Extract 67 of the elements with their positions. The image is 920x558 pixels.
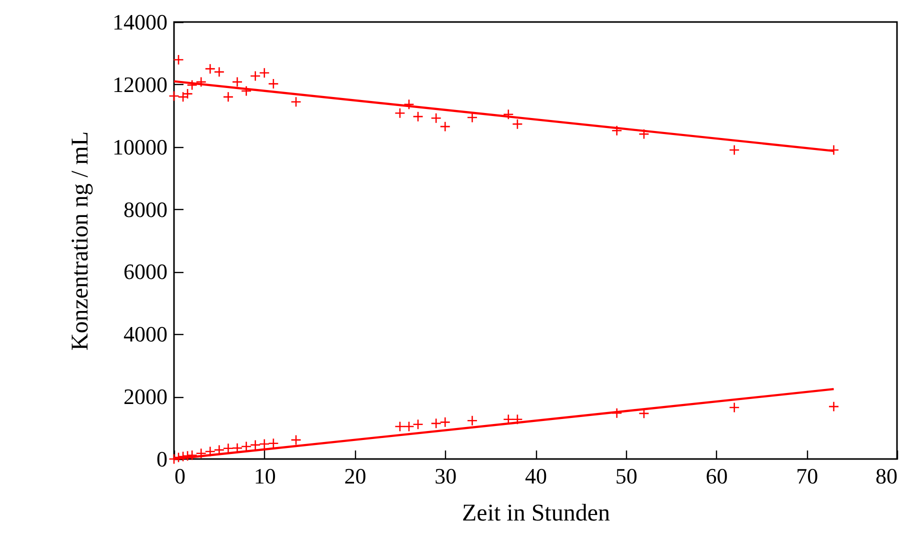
y-tick-label: 4000 [124,322,168,347]
point [182,88,193,100]
point [412,111,424,122]
point [240,441,252,452]
point [240,86,252,96]
point [611,125,622,136]
point [186,450,198,461]
point [394,108,406,119]
point [196,76,207,88]
point [502,109,514,120]
point [430,112,442,124]
point [232,76,243,88]
point [258,67,270,78]
point [250,440,261,450]
point [168,454,180,464]
point [638,128,650,140]
point [268,438,279,449]
point [214,66,225,78]
y-tick-label: 14000 [112,10,168,34]
point [430,418,442,429]
point [196,448,207,459]
point [186,80,198,90]
point [440,416,451,428]
x-axis-title: Zeit in Stunden [462,500,610,526]
point [611,408,622,419]
y-axis-title: Konzentration ng / mL [68,131,94,351]
point [173,54,184,66]
point [168,90,180,102]
point [828,401,840,412]
x-tick-label: 80 [876,464,898,488]
point [268,78,279,90]
y-tick-label: 6000 [124,259,168,284]
point [250,70,261,82]
point [182,450,193,462]
x-tick-label: 10 [254,464,276,488]
point [178,92,188,102]
point [290,434,302,446]
y-tick-label: 0 [156,446,168,472]
point [204,63,216,74]
y-tick-label: 2000 [124,384,168,410]
x-tick-label: 20 [344,464,366,488]
x-tick-label: 0 [174,464,186,488]
point [728,144,740,156]
point [290,96,302,108]
point [222,92,234,102]
point [204,446,216,457]
y-tick-label: 8000 [124,196,168,222]
x-tick-label: 40 [525,464,547,488]
x-tick-label: 50 [615,464,638,488]
point [512,414,523,425]
point [440,121,451,132]
point [412,418,424,430]
point [222,442,234,454]
point [394,421,406,432]
x-tick-label: 70 [796,464,818,488]
y-tick-label: 10000 [112,134,168,160]
point [404,421,414,432]
x-tick-label: 30 [434,464,457,488]
point [404,99,414,110]
x-tick-label: 60 [706,464,728,488]
y-tick-label: 12000 [112,72,168,97]
point [728,402,740,413]
point [258,438,270,450]
point [466,112,478,123]
point [828,144,840,156]
point [512,118,523,130]
point [466,415,478,426]
